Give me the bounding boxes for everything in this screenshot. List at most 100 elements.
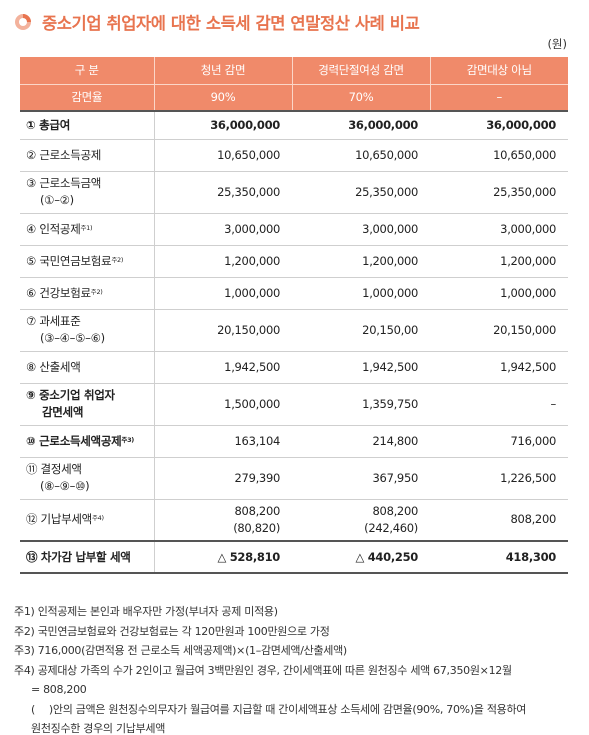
table-row: ⑥ 건강보험료주2) 1,000,000 1,000,000 1,000,000 xyxy=(20,277,568,310)
title-row: 중소기업 취업자에 대한 소득세 감면 연말정산 사례 비교 xyxy=(14,10,420,34)
value-text: 1,226,500 xyxy=(500,470,556,485)
value-text: 214,800 xyxy=(372,433,419,448)
value-cell: 367,950 xyxy=(292,457,430,500)
footnote-ref: 주4) xyxy=(91,514,104,523)
rate-cell: 감면율 xyxy=(20,84,154,111)
value-cell: 20,150,00 xyxy=(292,309,430,352)
value-cell: 808,200 (242,460) xyxy=(292,499,430,542)
row-label-sub: (①–②) xyxy=(40,193,74,207)
value-text: 10,650,000 xyxy=(493,147,556,162)
value-text: 1,942,500 xyxy=(224,359,280,374)
row-label-text: ⑪ 결정세액 xyxy=(26,462,82,476)
value-cell: 3,000,000 xyxy=(154,213,292,246)
footnote-ref: 주2) xyxy=(90,287,103,296)
value-text: 808,200 xyxy=(372,503,419,518)
value-subtext: (80,820) xyxy=(233,520,280,535)
row-label: ⑤ 국민연금보험료주2) xyxy=(20,245,155,278)
value-cell: 25,350,000 xyxy=(154,171,292,214)
value-text: 20,150,00 xyxy=(362,322,418,337)
value-text: 36,000,000 xyxy=(348,117,418,132)
table-body: ① 총급여 36,000,000 36,000,000 36,000,000 ② 근로소… xyxy=(20,110,568,574)
row-label-sub: 감면세액 xyxy=(42,405,84,419)
value-cell: 214,800 xyxy=(292,425,430,458)
value-cell: 1,942,500 xyxy=(430,351,568,384)
footnote: ( )안의 금액은 원천징수의무자가 월급여를 지급할 때 간이세액표상 소득세… xyxy=(31,702,527,716)
row-label-text: ③ 근로소득금액 xyxy=(26,176,102,190)
value-text: 3,000,000 xyxy=(224,221,280,236)
value-cell: 716,000 xyxy=(430,425,568,458)
value-text: 1,942,500 xyxy=(500,359,556,374)
value-cell: 808,200 (80,820) xyxy=(154,499,292,542)
table-row: ⑤ 국민연금보험료주2) 1,200,000 1,200,000 1,200,000 xyxy=(20,245,568,278)
value-text: 36,000,000 xyxy=(486,117,556,132)
footnote: 원천징수한 경우의 기납부세액 xyxy=(31,722,166,735)
row-label: ⑦ 과세표준 (③–④–⑤–⑥) xyxy=(20,309,155,352)
value-cell: 1,000,000 xyxy=(430,277,568,310)
row-label: ③ 근로소득금액 (①–②) xyxy=(20,171,155,214)
header-row: 구 분 청년 감면 경력단절여성 감면 감면대상 아님 xyxy=(20,57,568,85)
value-cell: 36,000,000 xyxy=(430,110,568,140)
value-cell: 10,650,000 xyxy=(154,139,292,172)
value-cell: 20,150,000 xyxy=(430,309,568,352)
value-cell: 1,000,000 xyxy=(154,277,292,310)
value-cell: 3,000,000 xyxy=(430,213,568,246)
value-text: 3,000,000 xyxy=(500,221,556,236)
row-label: ④ 인적공제주1) xyxy=(20,213,155,246)
table-row: ② 근로소득공제 10,650,000 10,650,000 10,650,000 xyxy=(20,139,568,172)
row-label-text: ② 근로소득공제 xyxy=(26,147,102,162)
value-cell: 36,000,000 xyxy=(154,110,292,140)
value-text: 808,200 xyxy=(234,503,281,518)
value-text: 1,359,750 xyxy=(362,396,418,411)
value-text: 418,300 xyxy=(505,549,557,564)
row-label-text: ⑩ 근로소득세액공제 xyxy=(26,433,122,448)
row-label: ⑫ 기납부세액주4) xyxy=(20,499,155,542)
row-label: ① 총급여 xyxy=(20,110,155,140)
circle-logo-icon xyxy=(15,14,31,30)
footnote-ref: 주1) xyxy=(80,223,93,232)
footnotes: 주1) 인적공제는 본인과 배우자만 가정(부녀자 공제 미적용) 주2) 국민… xyxy=(14,602,580,735)
value-cell: 25,350,000 xyxy=(430,171,568,214)
value-text: △ 440,250 xyxy=(355,549,418,564)
row-label-text: ④ 인적공제 xyxy=(26,221,81,236)
value-text: 10,650,000 xyxy=(355,147,418,162)
comparison-table: 구 분 청년 감면 경력단절여성 감면 감면대상 아님 감면율 90% 70% … xyxy=(20,57,568,574)
row-label-text: ⑤ 국민연금보험료 xyxy=(26,253,112,268)
row-label-text: ⑦ 과세표준 xyxy=(26,314,81,328)
footnote: 주3) 716,000(감면적용 전 근로소득 세액공제액)×(1–감면세액/산… xyxy=(14,644,347,657)
value-text: 1,000,000 xyxy=(362,285,418,300)
value-cell: 1,226,500 xyxy=(430,457,568,500)
value-subtext: (242,460) xyxy=(364,520,418,535)
row-label-text: ⑨ 중소기업 취업자 xyxy=(26,388,115,402)
header-cell: 감면대상 아님 xyxy=(429,57,568,85)
value-text: 716,000 xyxy=(510,433,557,448)
row-label: ⑧ 산출세액 xyxy=(20,351,155,384)
rate-cell: 90% xyxy=(153,84,292,111)
value-text: 1,942,500 xyxy=(362,359,418,374)
value-cell: 10,650,000 xyxy=(292,139,430,172)
rate-cell: 70% xyxy=(291,84,430,111)
value-cell: 1,200,000 xyxy=(292,245,430,278)
value-cell: 279,390 xyxy=(154,457,292,500)
value-cell: – xyxy=(430,383,568,426)
footnote: 주2) 국민연금보험료와 건강보험료는 각 120만원과 100만원으로 가정 xyxy=(14,624,330,638)
row-label-text: ⑧ 산출세액 xyxy=(26,359,81,374)
value-cell: 1,200,000 xyxy=(154,245,292,278)
row-label-text: ① 총급여 xyxy=(26,117,70,132)
header-cell: 구 분 xyxy=(20,57,154,85)
value-text: 20,150,000 xyxy=(493,322,556,337)
value-cell: 36,000,000 xyxy=(292,110,430,140)
value-text: 36,000,000 xyxy=(210,117,280,132)
table-row: ⑪ 결정세액 (⑧–⑨–⑩) 279,390 367,950 1,226,500 xyxy=(20,457,568,500)
value-text: 1,000,000 xyxy=(500,285,556,300)
row-label: ⑬ 차가감 납부할 세액 xyxy=(20,540,155,574)
value-cell: 1,500,000 xyxy=(154,383,292,426)
value-text: 10,650,000 xyxy=(217,147,280,162)
value-text: 20,150,000 xyxy=(217,322,280,337)
value-cell: 3,000,000 xyxy=(292,213,430,246)
table-row: ① 총급여 36,000,000 36,000,000 36,000,000 xyxy=(20,110,568,140)
table-row: ⑦ 과세표준 (③–④–⑤–⑥) 20,150,000 20,150,00 20,150… xyxy=(20,309,568,352)
footnote-ref: 주3) xyxy=(121,435,134,444)
value-text: 25,350,000 xyxy=(217,184,280,199)
table-row: ⑧ 산출세액 1,942,500 1,942,500 1,942,500 xyxy=(20,351,568,384)
